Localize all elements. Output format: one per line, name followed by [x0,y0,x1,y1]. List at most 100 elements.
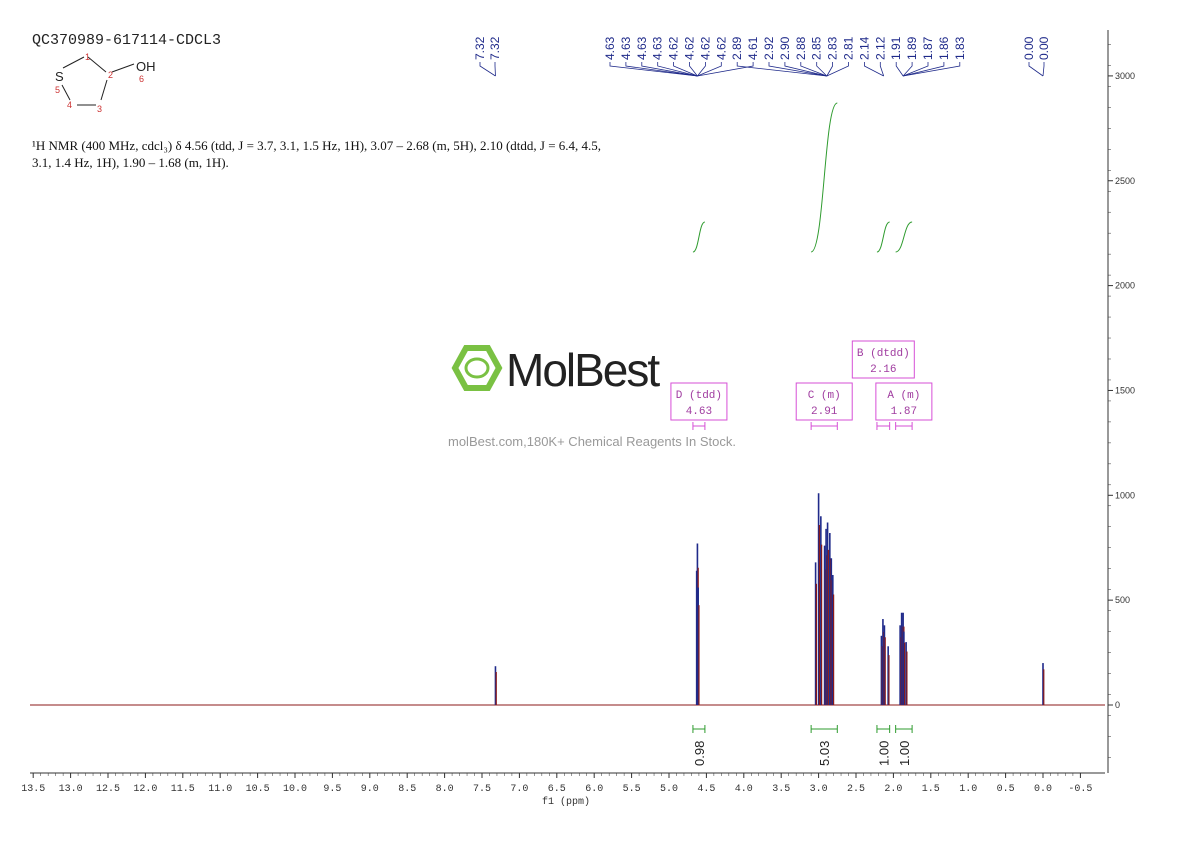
peak-label: 4.62 [714,36,728,60]
atom-number: 4 [67,100,72,110]
x-tick-label: 10.5 [246,784,270,795]
atom-s: S [55,69,64,84]
peak-label: 2.92 [762,36,776,60]
peak-label: 4.61 [746,36,760,60]
peak-label-connector [697,62,754,77]
peak-label-connector [609,62,698,77]
structure: S OH 1 2 3 4 5 6 [55,52,156,114]
atom-oh: OH [136,59,156,74]
multiplet-shift: 2.16 [870,364,896,376]
multiplet-label: D (tdd) [676,390,722,402]
peak-label-connector [689,62,698,77]
peak-label-connector [879,62,885,77]
x-tick-label: 0.5 [997,784,1015,795]
peak-label: 2.81 [842,36,856,60]
peak-label: 1.83 [953,36,967,60]
multiplet-box [670,382,728,421]
peak-label: 1.86 [937,36,951,60]
atom-number: 6 [139,74,144,84]
x-tick-label: 13.0 [59,784,83,795]
peak-label-connector [816,62,828,77]
peak-label-connector [1028,62,1044,77]
integral-value: 0.98 [692,741,707,766]
peak-label-connector [826,62,833,77]
peak-label-connector [903,62,945,77]
integral-curve [895,221,913,253]
x-tick-label: -0.5 [1068,784,1092,795]
peak-label: 2.89 [730,36,744,60]
peak-label-connector [864,62,884,77]
peak-label: 4.63 [635,36,649,60]
peak-label-connector [697,62,706,77]
peak-label: 4.63 [651,36,665,60]
peak-label: 7.32 [473,36,487,60]
peak-label: 7.32 [488,36,502,60]
peak-label-connector [657,62,698,77]
peak-label-connector [641,62,698,77]
x-tick-label: 8.0 [436,784,454,795]
x-tick-label: 8.5 [398,784,416,795]
atom-number: 1 [85,52,90,62]
multiplet-box [851,340,915,379]
peak-label: 1.91 [889,36,903,60]
peak-label: 4.63 [603,36,617,60]
multiplet-shift: 1.87 [891,406,917,418]
peak-label: 0.00 [1022,36,1036,60]
peak-label-connector [784,62,827,77]
peak-label-connector [625,62,698,77]
y-tick-label: 2500 [1115,176,1135,186]
multiplet-label: C (m) [808,390,841,402]
x-tick-label: 12.5 [96,784,120,795]
peak-label: 0.00 [1037,36,1051,60]
x-tick-label: 11.0 [208,784,232,795]
integral-curve [876,221,890,253]
watermark-text: molBest.com,180K+ Chemical Reagents In S… [448,434,736,449]
peak-label-connector [736,62,827,77]
multiplet-box [795,382,853,421]
x-axis-label: f1 (ppm) [542,796,590,808]
integral-value: 1.00 [876,741,891,766]
x-tick-label: 11.5 [171,784,195,795]
x-tick-label: 0.0 [1034,784,1052,795]
y-tick-label: 1000 [1115,490,1135,500]
multiplet-box [875,382,933,421]
watermark-logo-text: MolBest [506,344,660,396]
nmr-description: ¹H NMR (400 MHz, cdcl₃) δ 4.56 (tdd, J =… [32,138,602,170]
peak-label: 2.88 [794,36,808,60]
peak-label-connector [800,62,827,77]
peak-label-connector [479,62,496,77]
peak-label-connector [768,62,827,77]
x-tick-label: 3.0 [810,784,828,795]
x-tick-label: 10.0 [283,784,307,795]
peak-label-connector [895,62,904,77]
y-tick-label: 1500 [1115,385,1135,395]
x-tick-label: 9.0 [361,784,379,795]
peak-label-connector [673,62,698,77]
x-tick-label: 4.0 [735,784,753,795]
peak-label: 2.85 [810,36,824,60]
x-tick-label: 2.5 [847,784,865,795]
x-tick-label: 12.0 [133,784,157,795]
integral-value: 5.03 [817,741,832,766]
x-tick-label: 3.5 [772,784,790,795]
y-tick-label: 3000 [1115,71,1135,81]
x-tick-label: 2.0 [884,784,902,795]
x-tick-label: 13.5 [21,784,45,795]
peak-label: 4.62 [667,36,681,60]
peak-label: 2.14 [857,36,871,60]
integral-value: 1.00 [897,741,912,766]
peak-label: 2.83 [826,36,840,60]
integral-curve [692,221,706,253]
peak-label-connector [902,62,929,77]
x-tick-label: 7.5 [473,784,491,795]
x-tick-label: 6.5 [548,784,566,795]
peak-label-connector [902,62,913,77]
peak-label: 4.62 [698,36,712,60]
peak-label: 4.62 [683,36,697,60]
atom-number: 2 [108,70,113,80]
multiplet-label: B (dtdd) [857,348,910,360]
peak-label-connector [903,62,961,77]
y-tick-label: 500 [1115,595,1130,605]
peak-label: 1.89 [905,36,919,60]
